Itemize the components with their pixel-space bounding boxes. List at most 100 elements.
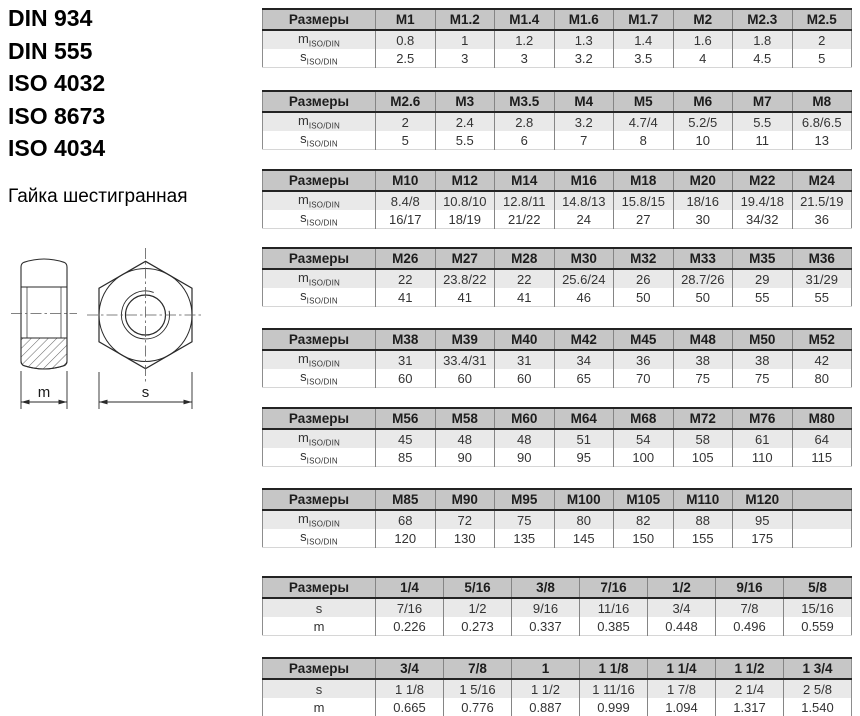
size-header-cell: M90 xyxy=(434,489,495,511)
row-label-s: s xyxy=(262,598,376,617)
value-cell: 18/19 xyxy=(434,210,495,229)
dimension-table-7: Размеры M85 M90 M95 M100 M105 M110 M120 mISO/DIN… xyxy=(262,488,852,548)
table-row-m: mISO/DIN 68 72 75 80 82 88 95 xyxy=(262,510,852,529)
dim-s-label: s xyxy=(142,384,150,401)
value-cell: 0.273 xyxy=(443,617,512,636)
size-header-cell: M58 xyxy=(434,408,495,430)
size-header-cell: M27 xyxy=(434,248,495,270)
row-label-subscript: ISO/DIN xyxy=(308,519,341,529)
value-cell: 0.337 xyxy=(511,617,580,636)
value-cell: 41 xyxy=(375,288,435,307)
size-header-cell: M80 xyxy=(791,408,852,430)
value-cell: 1/2 xyxy=(443,598,512,617)
table-row-m: mISO/DIN 8.4/8 10.8/10 12.8/11 14.8/13 15.8/1… xyxy=(262,191,852,210)
value-cell: 85 xyxy=(375,448,435,467)
value-cell: 34 xyxy=(553,350,614,369)
value-cell: 1 xyxy=(434,30,495,49)
size-header-cell: M105 xyxy=(613,489,673,511)
table-row-s: sISO/DIN 120 130 135 145 150 155 175 xyxy=(263,529,852,548)
value-cell: 3 xyxy=(494,49,554,68)
size-header-cell: M120 xyxy=(732,489,792,511)
table-row-s: sISO/DIN 85 90 90 95 100 105 110 115 xyxy=(263,448,852,467)
value-cell: 14.8/13 xyxy=(553,191,614,210)
size-header-cell: M4 xyxy=(553,91,614,113)
size-column-header: Размеры xyxy=(262,658,376,680)
value-cell: 8.4/8 xyxy=(375,191,435,210)
size-header-cell: M2 xyxy=(672,9,733,31)
value-cell: 60 xyxy=(375,369,435,388)
value-cell: 48 xyxy=(494,429,554,448)
standard-iso-4032: ISO 4032 xyxy=(8,70,106,96)
value-cell xyxy=(791,510,852,529)
dimension-table-1: Размеры M1 M1.2 M1.4 M1.6 M1.7 M2 M2.3 M2.5 mISO/… xyxy=(262,8,852,68)
size-header-cell: M1.2 xyxy=(434,9,495,31)
value-cell: 64 xyxy=(791,429,852,448)
size-header-cell: M1.4 xyxy=(494,9,554,31)
value-cell: 68 xyxy=(375,510,435,529)
table-row-s: sISO/DIN 2.5 3 3 3.2 3.5 4 4.5 5 xyxy=(263,49,852,68)
row-label-subscript: ISO/DIN xyxy=(306,377,338,387)
size-column-header: Размеры xyxy=(262,248,376,270)
size-header-cell: M35 xyxy=(732,248,792,270)
value-cell: 145 xyxy=(553,529,614,548)
dimension-table-4: Размеры M26 M27 M28 M30 M32 M33 M35 M36 mISO/DIN 2… xyxy=(262,247,852,307)
size-header-cell: M40 xyxy=(494,329,554,351)
value-cell: 115 xyxy=(791,448,852,467)
value-cell: 1.4 xyxy=(613,30,673,49)
value-cell: 72 xyxy=(434,510,495,529)
value-cell: 95 xyxy=(553,448,614,467)
value-cell: 1.6 xyxy=(672,30,733,49)
row-label-s: sISO/DIN xyxy=(300,288,338,306)
size-header-cell: M30 xyxy=(553,248,614,270)
size-header-cell: M5 xyxy=(613,91,673,113)
value-cell: 22 xyxy=(494,269,554,288)
value-cell: 0.496 xyxy=(715,617,784,636)
row-label-subscript: ISO/DIN xyxy=(308,200,341,210)
size-header-cell: 7/8 xyxy=(443,658,512,680)
value-cell: 75 xyxy=(672,369,733,388)
value-cell: 105 xyxy=(672,448,733,467)
value-cell: 61 xyxy=(732,429,792,448)
size-header-cell: M28 xyxy=(494,248,554,270)
value-cell: 80 xyxy=(553,510,614,529)
dimension-table-6: Размеры M56 M58 M60 M64 M68 M72 M76 M80 mISO/DIN 4… xyxy=(262,407,852,467)
table-row-s: sISO/DIN 16/17 18/19 21/22 24 27 30 34/32 36 xyxy=(263,210,852,229)
row-label-subscript: ISO/DIN xyxy=(308,39,341,49)
value-cell: 48 xyxy=(434,429,495,448)
size-column-header: Размеры xyxy=(262,329,376,351)
value-cell: 41 xyxy=(434,288,495,307)
value-cell: 6 xyxy=(494,131,554,150)
value-cell: 7 xyxy=(553,131,614,150)
value-cell: 1 5/16 xyxy=(443,679,512,698)
size-header-cell: 5/16 xyxy=(443,577,512,599)
table-header-row: Размеры M1 M1.2 M1.4 M1.6 M1.7 M2 M2.3 M2.5 xyxy=(262,9,852,31)
value-cell: 0.8 xyxy=(375,30,435,49)
size-header-cell: M2.5 xyxy=(791,9,852,31)
size-header-cell: 1 3/4 xyxy=(783,658,852,680)
value-cell: 41 xyxy=(494,288,554,307)
size-header-cell: M60 xyxy=(494,408,554,430)
row-label-subscript: ISO/DIN xyxy=(308,359,341,369)
value-cell: 34/32 xyxy=(732,210,792,229)
value-cell: 3.2 xyxy=(553,49,614,68)
size-header-cell: M14 xyxy=(494,170,554,192)
size-header-cell: M33 xyxy=(672,248,733,270)
size-header-cell: M38 xyxy=(375,329,435,351)
value-cell: 2.5 xyxy=(375,49,435,68)
row-label-s: sISO/DIN xyxy=(300,210,338,228)
value-cell: 88 xyxy=(672,510,733,529)
value-cell: 4.5 xyxy=(732,49,792,68)
row-label-s: sISO/DIN xyxy=(300,369,338,387)
value-cell: 90 xyxy=(434,448,495,467)
size-header-cell: M64 xyxy=(553,408,614,430)
size-header-cell: M1.6 xyxy=(553,9,614,31)
value-cell: 46 xyxy=(553,288,614,307)
standard-din-555: DIN 555 xyxy=(8,37,93,64)
value-cell: 5.5 xyxy=(732,112,792,131)
dimension-tables-column: Размеры M1 M1.2 M1.4 M1.6 M1.7 M2 M2.3 M2.5 mISO/… xyxy=(262,8,852,716)
size-header-cell: M2.3 xyxy=(732,9,792,31)
value-cell: 65 xyxy=(553,369,614,388)
value-cell: 15/16 xyxy=(783,598,852,617)
row-label-m: mISO/DIN xyxy=(262,510,376,529)
size-header-cell: 1 1/2 xyxy=(715,658,784,680)
